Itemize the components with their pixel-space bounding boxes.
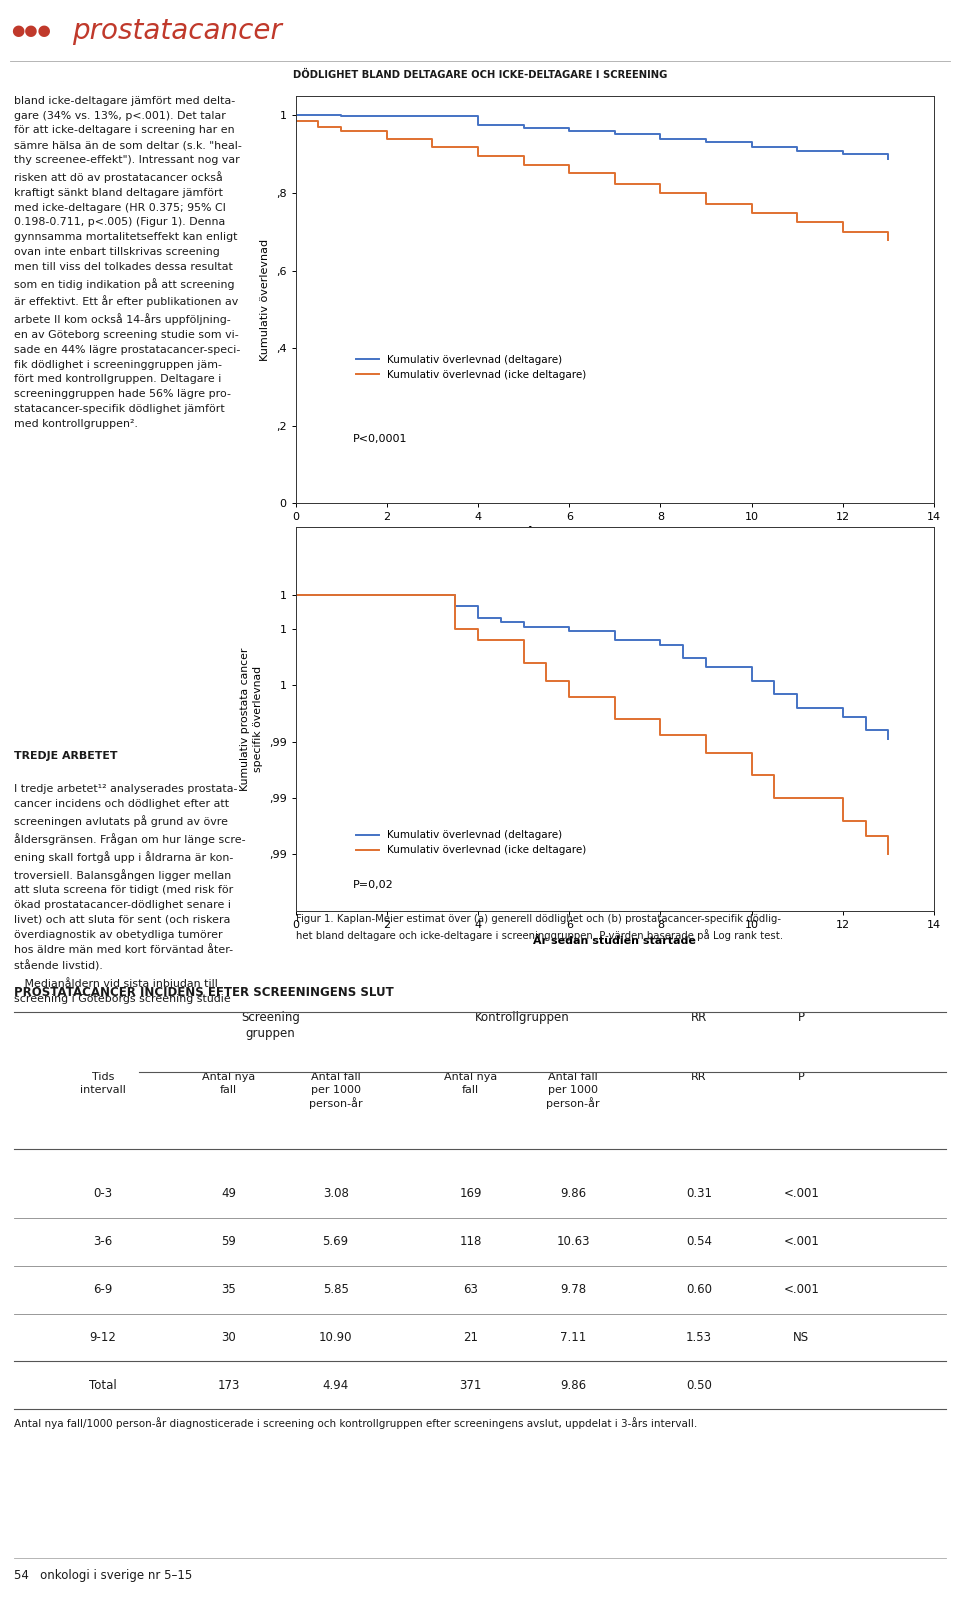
Text: I tredje arbetet¹² analyserades prostata-
cancer incidens och dödlighet efter at: I tredje arbetet¹² analyserades prostata… bbox=[14, 785, 246, 1004]
Text: Tids
intervall: Tids intervall bbox=[80, 1072, 126, 1095]
Y-axis label: Kumulativ prostata cancer
specifik överlevnad: Kumulativ prostata cancer specifik överl… bbox=[240, 647, 263, 791]
Text: P<0,0001: P<0,0001 bbox=[353, 435, 408, 444]
Text: 9.78: 9.78 bbox=[560, 1283, 587, 1296]
Legend: Kumulativ överlevnad (deltagare), Kumulativ överlevnad (icke deltagare): Kumulativ överlevnad (deltagare), Kumula… bbox=[352, 826, 590, 860]
Text: 371: 371 bbox=[460, 1379, 482, 1392]
Text: Total: Total bbox=[89, 1379, 117, 1392]
Text: <.001: <.001 bbox=[783, 1187, 819, 1200]
X-axis label: År efter att studien startade: År efter att studien startade bbox=[526, 527, 704, 539]
Text: Screening
gruppen: Screening gruppen bbox=[241, 1012, 300, 1040]
Text: Antal fall
per 1000
person-år: Antal fall per 1000 person-år bbox=[546, 1072, 600, 1109]
Text: TREDJE ARBETET: TREDJE ARBETET bbox=[14, 751, 118, 761]
Text: 3-6: 3-6 bbox=[93, 1235, 112, 1248]
Text: <.001: <.001 bbox=[783, 1235, 819, 1248]
Text: 0-3: 0-3 bbox=[93, 1187, 112, 1200]
X-axis label: År sedan studien startade: År sedan studien startade bbox=[534, 935, 696, 946]
Text: P: P bbox=[798, 1072, 804, 1082]
Text: Figur 1. Kaplan-Meier estimat över (a) generell dödlighet och (b) prostatacancer: Figur 1. Kaplan-Meier estimat över (a) g… bbox=[296, 914, 782, 941]
Text: 0.31: 0.31 bbox=[685, 1187, 711, 1200]
Legend: Kumulativ överlevnad (deltagare), Kumulativ överlevnad (icke deltagare): Kumulativ överlevnad (deltagare), Kumula… bbox=[352, 350, 590, 384]
Text: 59: 59 bbox=[221, 1235, 236, 1248]
Text: 0.60: 0.60 bbox=[685, 1283, 711, 1296]
Text: 5.69: 5.69 bbox=[323, 1235, 348, 1248]
Text: 49: 49 bbox=[221, 1187, 236, 1200]
Text: prostatacancer: prostatacancer bbox=[72, 16, 282, 45]
Text: 9-12: 9-12 bbox=[89, 1331, 116, 1344]
Text: 0.54: 0.54 bbox=[685, 1235, 711, 1248]
Text: 0.50: 0.50 bbox=[685, 1379, 711, 1392]
Text: 10.63: 10.63 bbox=[557, 1235, 589, 1248]
Text: 9.86: 9.86 bbox=[560, 1379, 587, 1392]
Text: Kontrollgruppen: Kontrollgruppen bbox=[474, 1012, 569, 1024]
Text: 173: 173 bbox=[217, 1379, 240, 1392]
Text: <.001: <.001 bbox=[783, 1283, 819, 1296]
Text: RR: RR bbox=[690, 1012, 707, 1024]
Text: bland icke-deltagare jämfört med delta-
gare (34% vs. 13%, p<.001). Det talar
fö: bland icke-deltagare jämfört med delta- … bbox=[14, 96, 242, 428]
Text: Antal nya
fall: Antal nya fall bbox=[444, 1072, 497, 1095]
Text: NS: NS bbox=[793, 1331, 809, 1344]
Text: 169: 169 bbox=[460, 1187, 482, 1200]
Text: 3.08: 3.08 bbox=[323, 1187, 348, 1200]
Text: DÖDLIGHET BLAND DELTAGARE OCH ICKE-DELTAGARE I SCREENING: DÖDLIGHET BLAND DELTAGARE OCH ICKE-DELTA… bbox=[293, 70, 667, 80]
Text: 1.53: 1.53 bbox=[685, 1331, 711, 1344]
Text: Antal fall
per 1000
person-år: Antal fall per 1000 person-år bbox=[309, 1072, 363, 1109]
Text: Antal nya
fall: Antal nya fall bbox=[202, 1072, 255, 1095]
Y-axis label: Kumulativ överlevnad: Kumulativ överlevnad bbox=[260, 238, 271, 361]
Text: 4.94: 4.94 bbox=[323, 1379, 348, 1392]
Text: 63: 63 bbox=[464, 1283, 478, 1296]
Text: RR: RR bbox=[691, 1072, 707, 1082]
Text: 5.85: 5.85 bbox=[323, 1283, 348, 1296]
Text: 9.86: 9.86 bbox=[560, 1187, 587, 1200]
Text: 118: 118 bbox=[460, 1235, 482, 1248]
Text: Antal nya fall/1000 person-år diagnosticerade i screening och kontrollgruppen ef: Antal nya fall/1000 person-år diagnostic… bbox=[14, 1417, 698, 1429]
Text: 21: 21 bbox=[463, 1331, 478, 1344]
Text: 54   onkologi i sverige nr 5–15: 54 onkologi i sverige nr 5–15 bbox=[14, 1569, 193, 1582]
Text: 6-9: 6-9 bbox=[93, 1283, 112, 1296]
Text: P: P bbox=[798, 1012, 804, 1024]
Text: ●●●: ●●● bbox=[12, 24, 51, 38]
Text: 30: 30 bbox=[221, 1331, 236, 1344]
Text: 7.11: 7.11 bbox=[560, 1331, 587, 1344]
Text: 35: 35 bbox=[221, 1283, 236, 1296]
Text: PROSTATACANCER INCIDENS EFTER SCREENINGENS SLUT: PROSTATACANCER INCIDENS EFTER SCREENINGE… bbox=[14, 986, 395, 999]
Text: P=0,02: P=0,02 bbox=[353, 880, 394, 890]
Text: 10.90: 10.90 bbox=[319, 1331, 352, 1344]
